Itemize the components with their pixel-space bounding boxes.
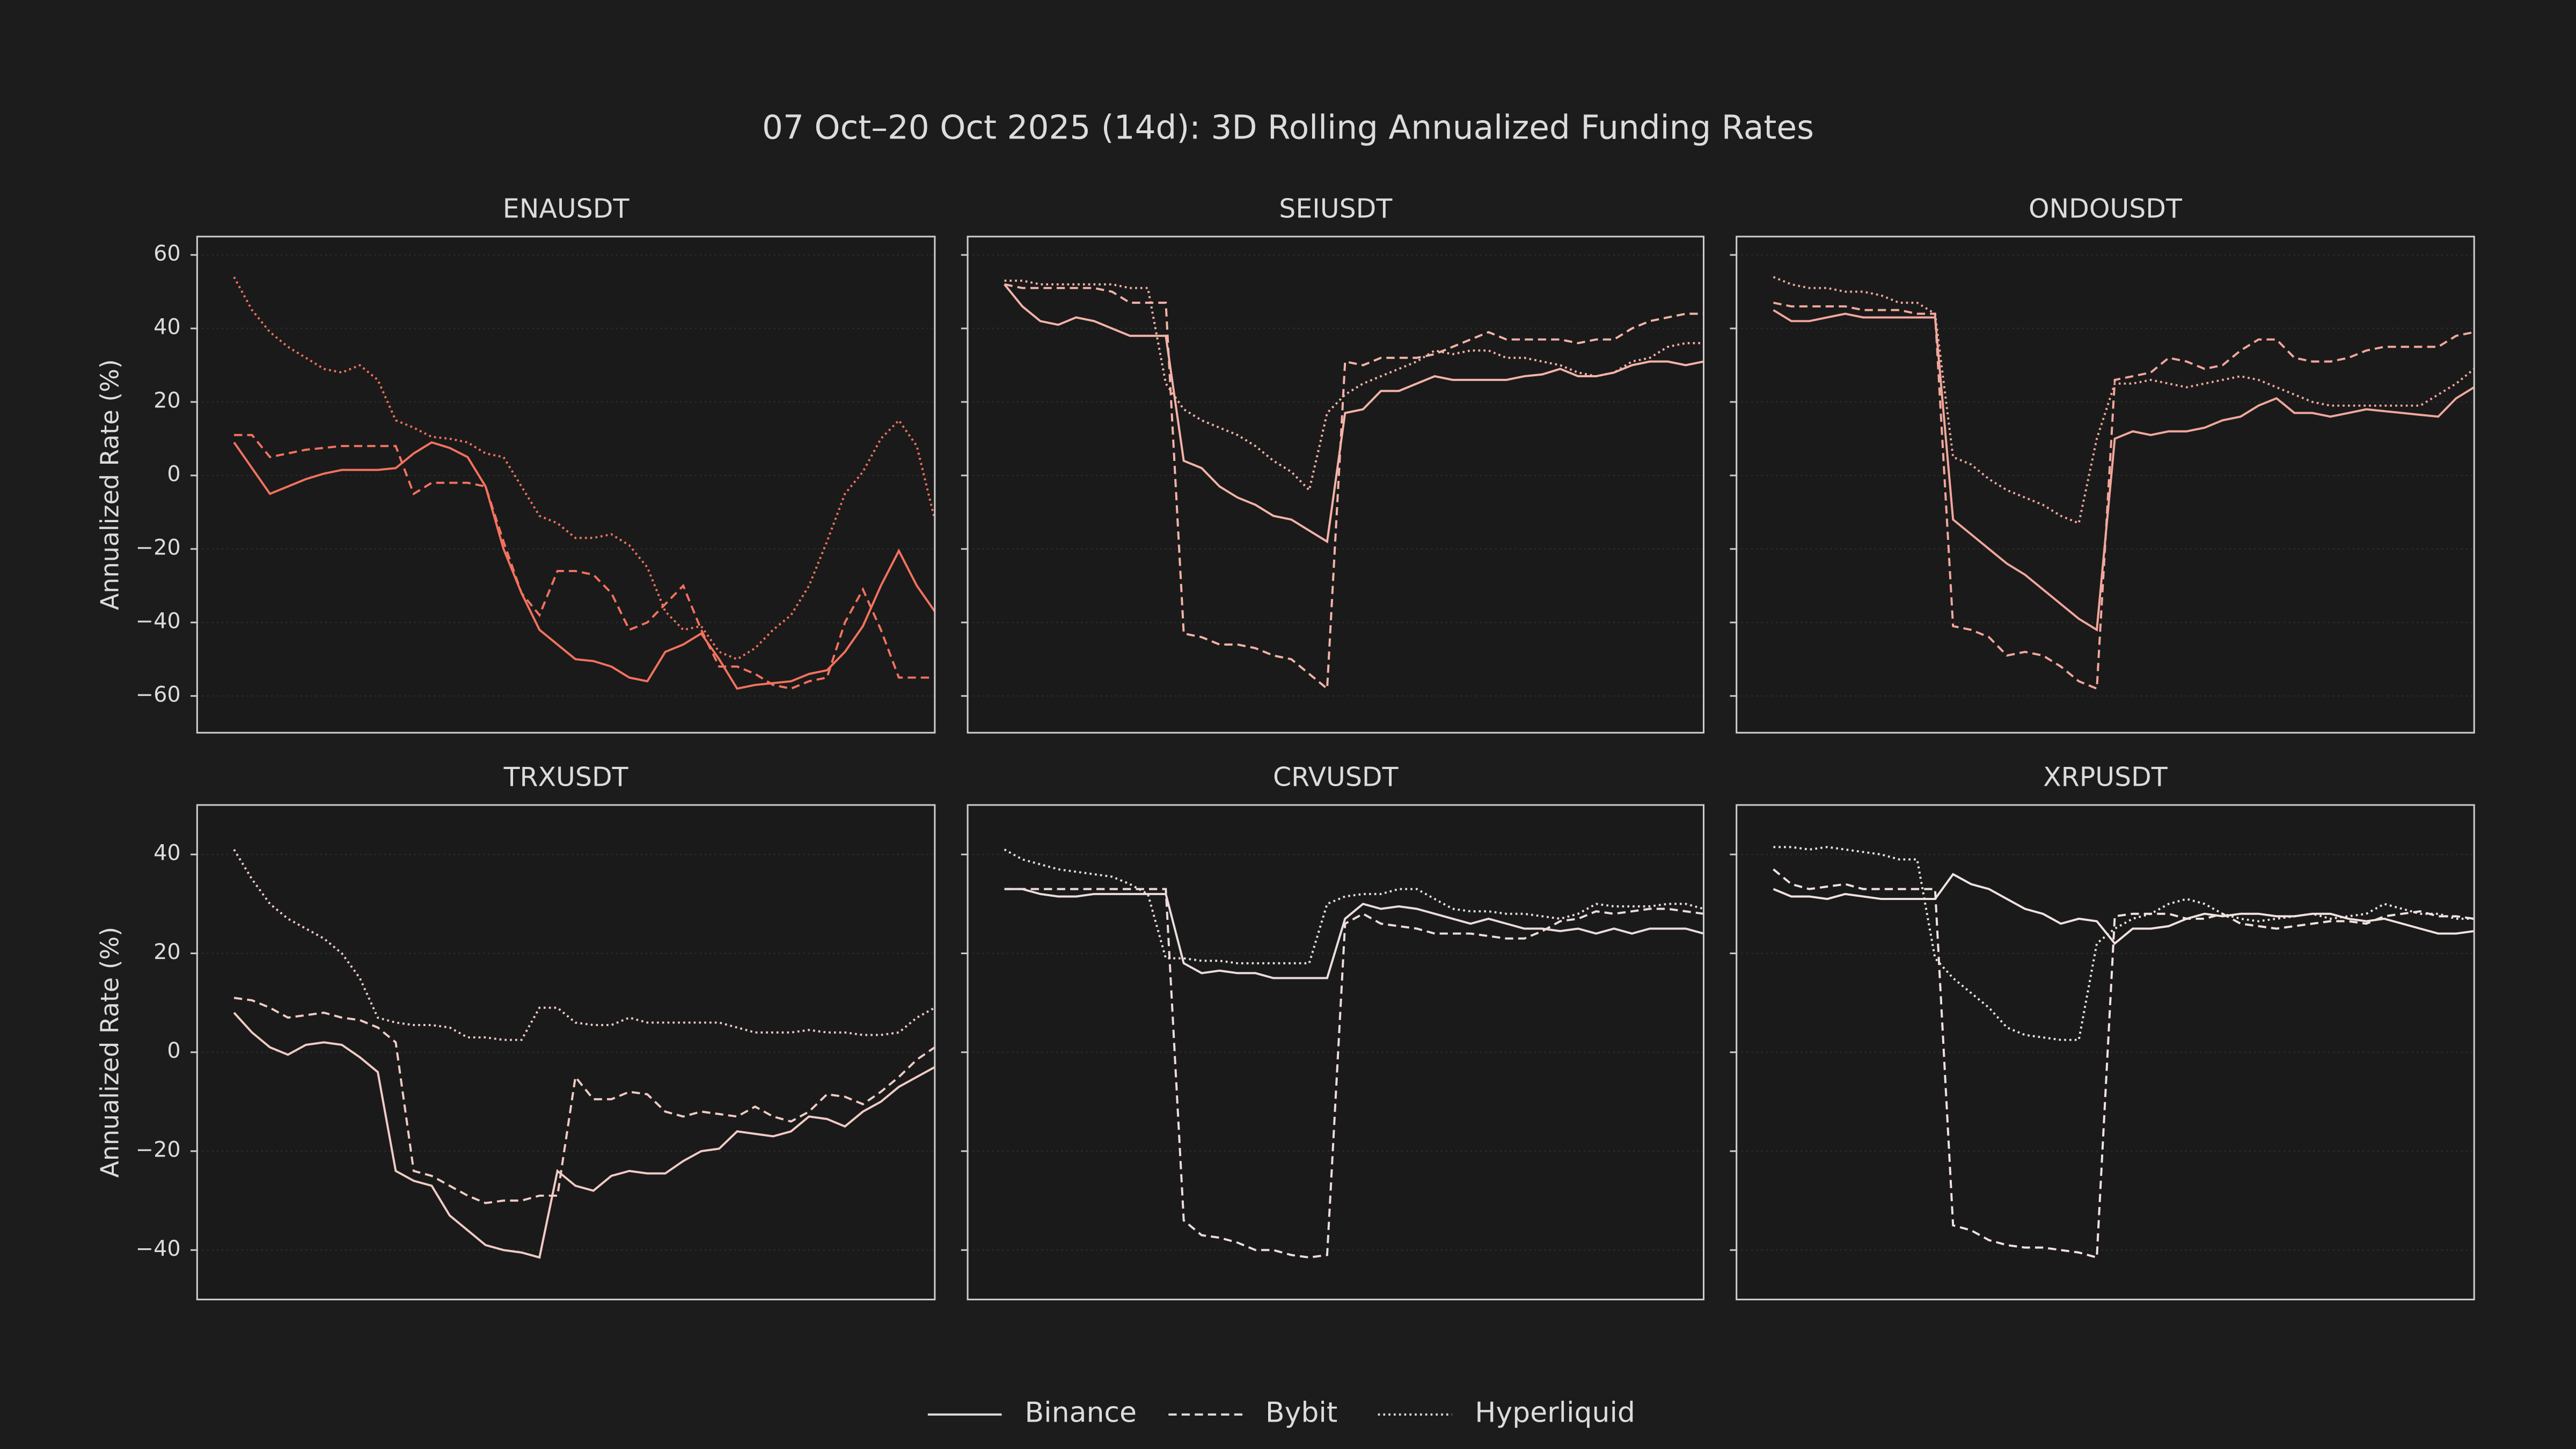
series-line	[1773, 868, 2475, 1259]
plot-frame	[967, 236, 1705, 734]
y-tick-label: −20	[136, 535, 181, 560]
y-tick-label: −20	[136, 1138, 181, 1162]
subplot-title: ONDOUSDT	[2029, 193, 2183, 224]
series-line	[233, 1012, 935, 1259]
series-line	[1004, 888, 1704, 979]
plot-frame	[967, 804, 1705, 1300]
subplot-title: CRVUSDT	[1273, 762, 1399, 793]
series-line	[1773, 873, 2475, 945]
y-tick-label: 60	[153, 241, 181, 266]
series-line	[1004, 283, 1704, 544]
series-line	[1004, 848, 1704, 964]
subplot-title: XRPUSDT	[2043, 762, 2168, 793]
series-line	[234, 434, 935, 690]
y-tick-label: 0	[167, 462, 180, 486]
y-tick-label: 40	[153, 315, 181, 340]
y-axis-label: Annualized Rate (%)	[96, 927, 125, 1178]
y-tick-label: −40	[136, 609, 181, 633]
plot-frame	[196, 804, 936, 1300]
plot-area	[1736, 236, 2475, 733]
y-tick-label: 20	[153, 940, 181, 964]
y-tick-label: −60	[136, 682, 181, 707]
series-line	[1773, 846, 2475, 1041]
legend-label: Hyperliquid	[1475, 1397, 1635, 1429]
series-line	[233, 276, 936, 661]
plot-frame	[1736, 804, 2475, 1300]
series-line	[1004, 283, 1704, 691]
legend-label: Bybit	[1265, 1397, 1337, 1429]
figure-title: 07 Oct–20 Oct 2025 (14d): 3D Rolling Ann…	[762, 108, 1814, 147]
y-tick-label: 40	[153, 841, 181, 866]
series-line	[233, 997, 935, 1204]
y-tick-label: 20	[153, 388, 181, 413]
legend-label: Binance	[1024, 1397, 1137, 1429]
plot-area	[968, 805, 1704, 1300]
y-tick-label: 0	[167, 1038, 180, 1063]
subplot-title: SEIUSDT	[1279, 193, 1393, 224]
plot-frame	[196, 236, 936, 734]
y-axis-label: Annualized Rate (%)	[96, 359, 125, 610]
series-line	[1773, 309, 2475, 632]
subplot-title: TRXUSDT	[503, 762, 629, 793]
plot-area	[197, 805, 935, 1300]
plot-area	[197, 236, 935, 733]
subplot-title: ENAUSDT	[503, 193, 630, 224]
series-line	[233, 441, 936, 690]
series-line	[1004, 279, 1704, 493]
series-line	[1004, 888, 1704, 1259]
plot-frame	[1736, 236, 2475, 734]
y-tick-label: −40	[136, 1236, 181, 1261]
series-line	[1773, 302, 2475, 691]
